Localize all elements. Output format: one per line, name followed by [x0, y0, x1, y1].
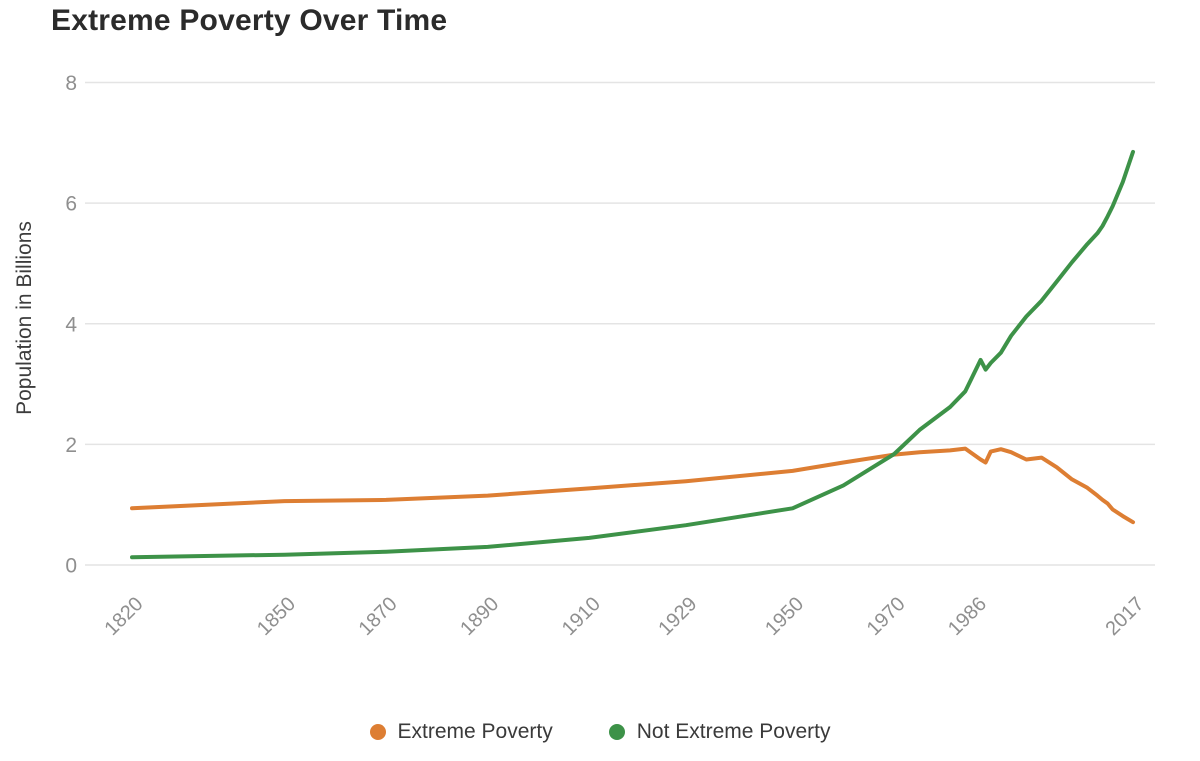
y-axis-title: Population in Billions [13, 221, 36, 415]
x-tick-label: 1910 [558, 593, 605, 640]
x-tick-label: 1986 [944, 593, 991, 640]
legend-marker-not-extreme-poverty-icon [608, 724, 625, 740]
line-chart-canvas: 0 2 4 6 8 1820 1850 1870 1890 1910 1929 1950 1970 19… [13, 72, 1155, 640]
y-tick-label: 8 [65, 72, 77, 95]
y-tick-label: 4 [65, 313, 77, 336]
legend-label-not-extreme-poverty: Not Extreme Poverty [636, 720, 831, 743]
x-tick-label: 1850 [253, 593, 300, 640]
x-tick-label: 1970 [863, 593, 910, 640]
series-line-extreme-poverty [130, 446, 1135, 525]
y-tick-label: 6 [65, 193, 77, 216]
legend-item-extreme-poverty: Extreme Poverty [369, 720, 553, 744]
y-tick-label: 0 [65, 555, 77, 578]
page-title: Extreme Poverty Over Time [51, 4, 448, 37]
legend-item-not-extreme-poverty: Not Extreme Poverty [608, 720, 831, 744]
legend-marker-extreme-poverty-icon [369, 724, 386, 740]
series-line-not-extreme-poverty [130, 149, 1135, 560]
x-tick-label: 1890 [456, 593, 503, 640]
gridlines [85, 81, 1155, 566]
legend: Extreme Poverty Not Extreme Poverty [0, 720, 1200, 744]
x-axis-tick-labels: 1820 1850 1870 1890 1910 1929 1950 1970 1986 2017 [101, 593, 1149, 640]
x-tick-label: 1870 [355, 593, 402, 640]
y-tick-label: 2 [65, 434, 77, 457]
x-tick-label: 1929 [654, 593, 701, 640]
x-tick-label: 2017 [1102, 593, 1149, 640]
x-tick-label: 1950 [761, 593, 808, 640]
y-axis-tick-labels: 0 2 4 6 8 [65, 72, 77, 578]
x-tick-label: 1820 [101, 593, 148, 640]
series-lines [130, 149, 1135, 560]
legend-label-extreme-poverty: Extreme Poverty [397, 720, 553, 743]
